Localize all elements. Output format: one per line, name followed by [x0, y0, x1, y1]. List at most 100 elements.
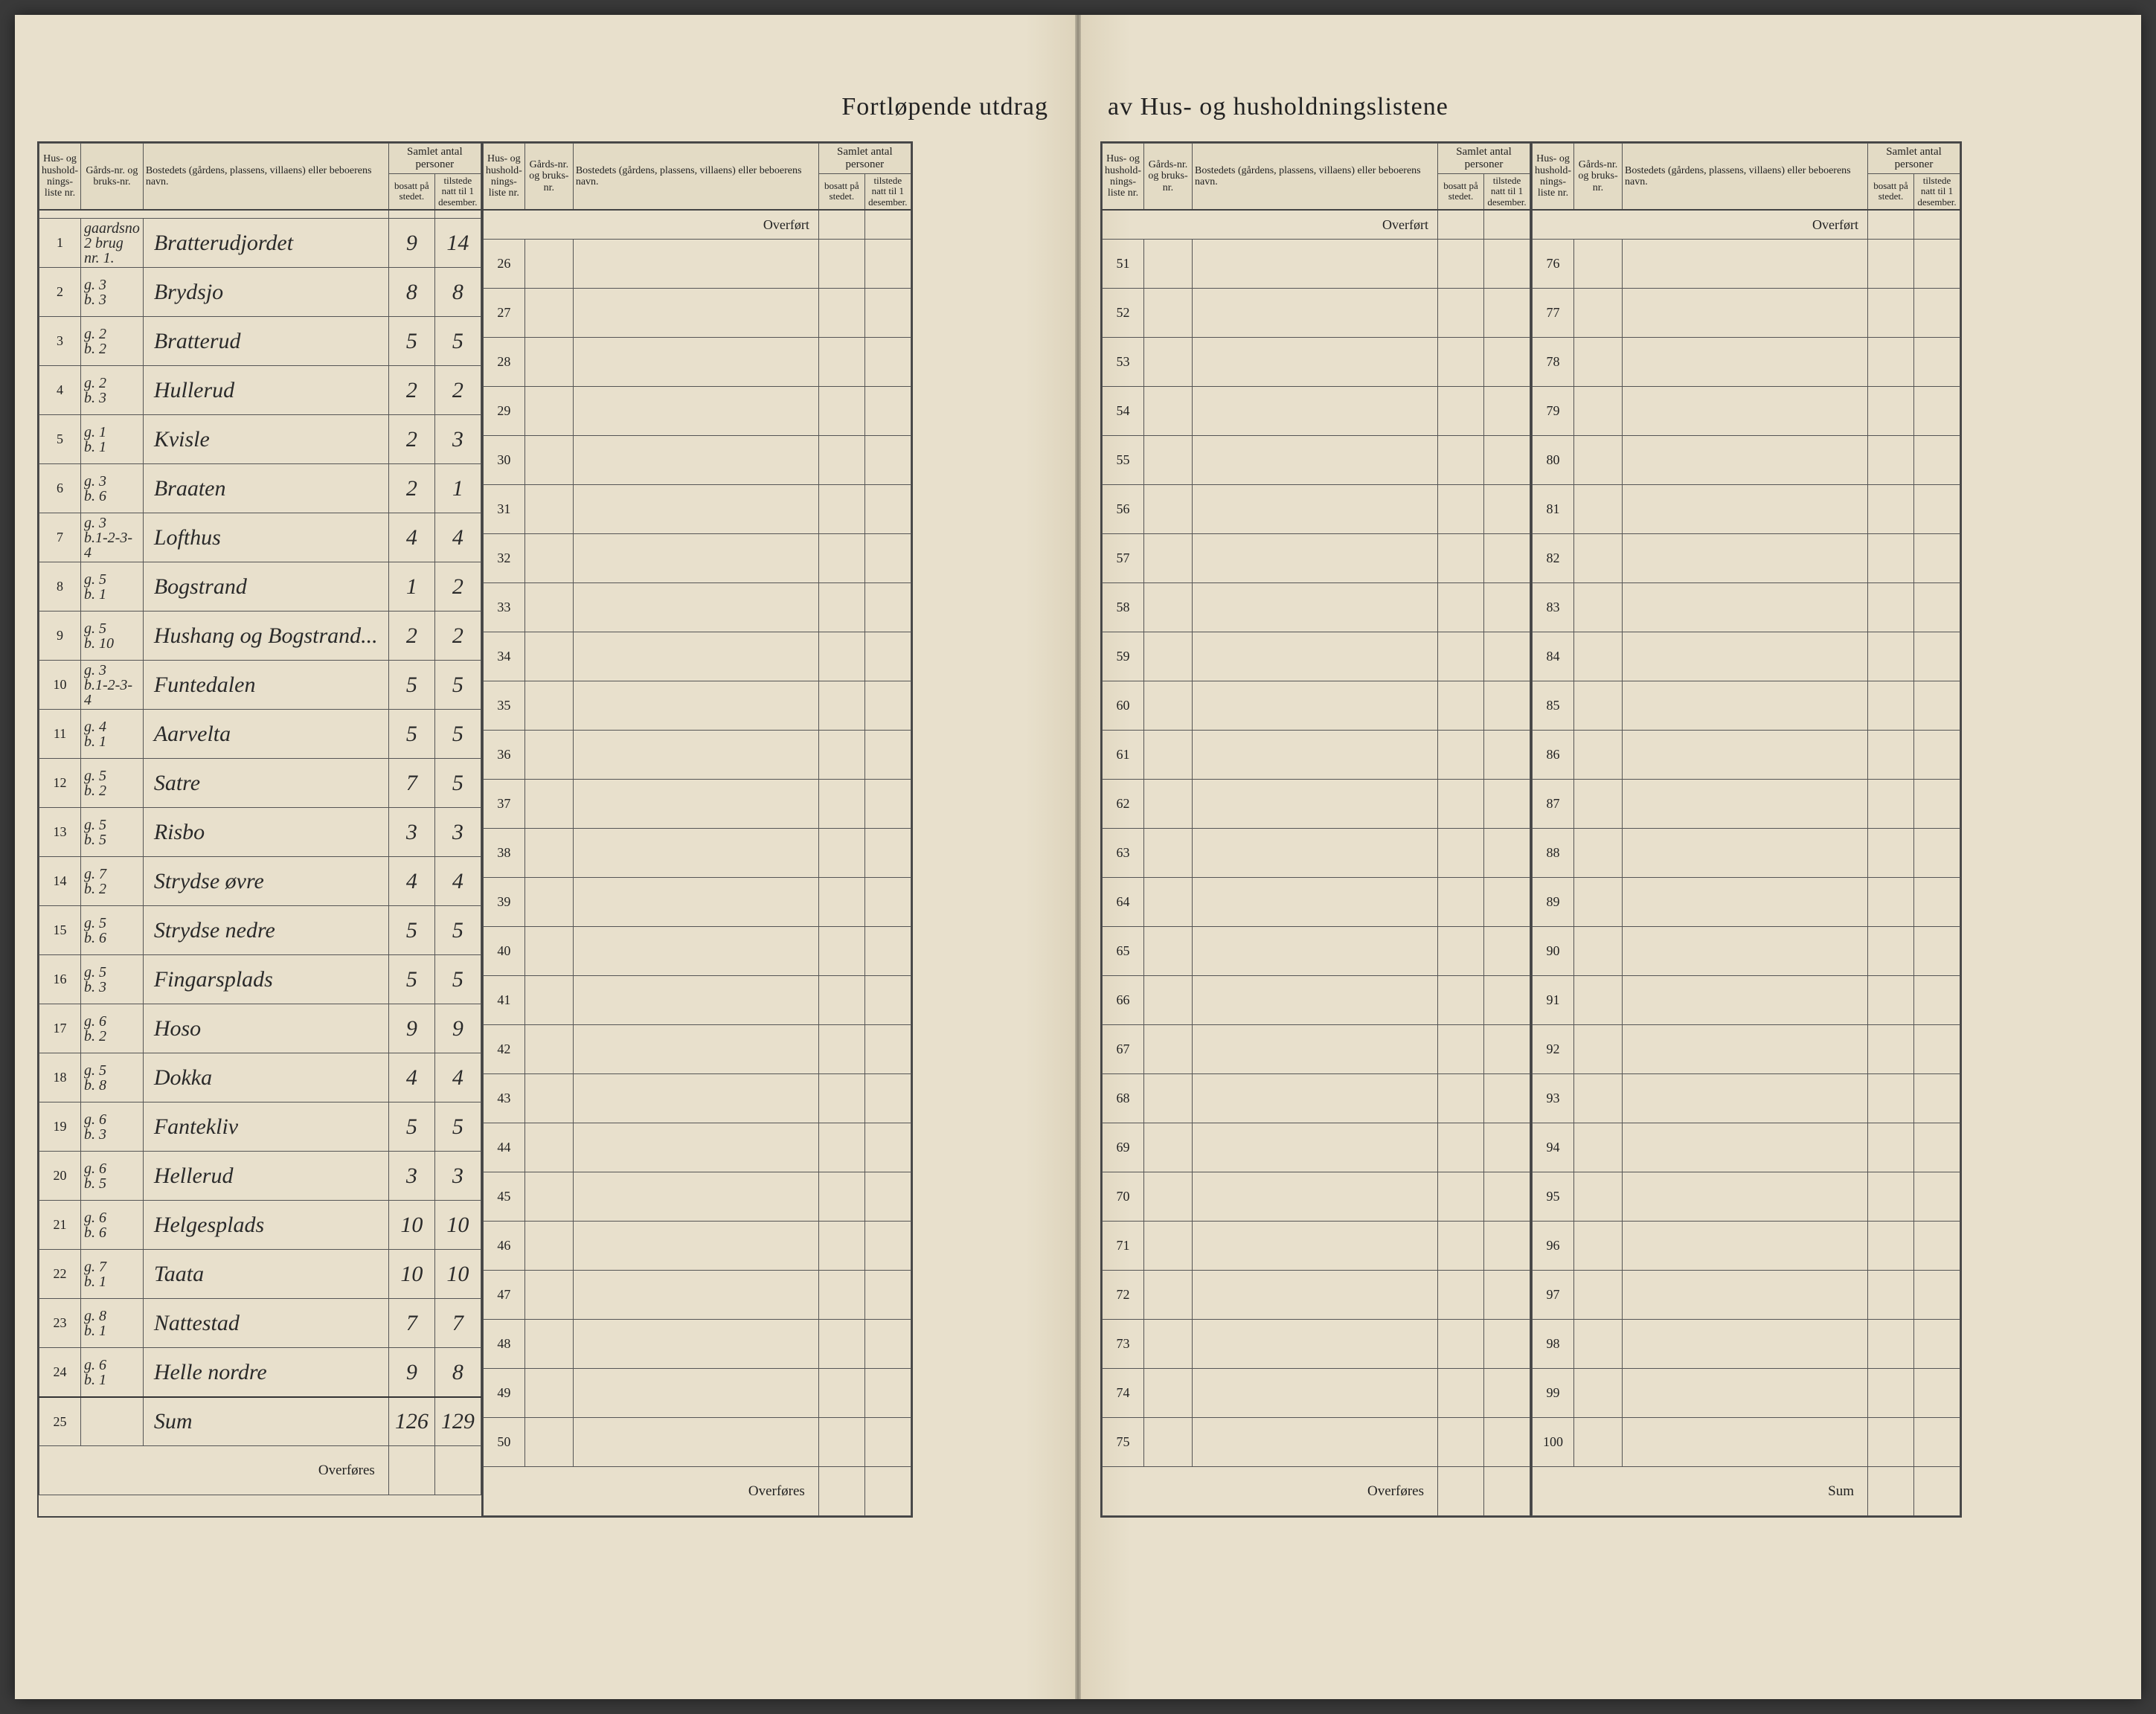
row-gard	[1144, 534, 1193, 583]
row-gard	[524, 1172, 573, 1222]
row-name	[1193, 1074, 1438, 1123]
row-nr: 50	[483, 1418, 524, 1467]
row-name	[1623, 387, 1868, 436]
col-hus-nr: Hus- og hushold-nings-liste nr.	[483, 144, 524, 210]
table-row: 99	[1533, 1369, 1960, 1418]
row-bosatt	[818, 976, 864, 1025]
col-gard-nr: Gårds-nr. og bruks-nr.	[1144, 144, 1193, 210]
row-bosatt	[1438, 1271, 1484, 1320]
row-name	[1623, 829, 1868, 878]
row-gard	[1574, 632, 1623, 681]
row-tilstede	[864, 632, 911, 681]
row-bosatt	[1868, 878, 1914, 927]
overfort-row	[39, 210, 481, 219]
table-row: 82	[1533, 534, 1960, 583]
row-bosatt	[818, 681, 864, 731]
row-gard	[1144, 681, 1193, 731]
row-tilstede	[1914, 583, 1960, 632]
row-name	[1623, 1369, 1868, 1418]
row-bosatt	[1438, 583, 1484, 632]
row-gard: g. 6b. 5	[81, 1152, 144, 1201]
row-bosatt: 2	[388, 366, 434, 415]
row-name	[1193, 1418, 1438, 1467]
row-tilstede	[1484, 632, 1530, 681]
row-bosatt	[1868, 240, 1914, 289]
row-nr: 22	[39, 1250, 81, 1299]
footer-bosatt	[388, 1446, 434, 1495]
row-nr: 25	[39, 1397, 81, 1446]
table-row: 76	[1533, 240, 1960, 289]
table-row: 73	[1103, 1320, 1530, 1369]
row-bosatt	[1438, 338, 1484, 387]
row-gard: g. 7b. 1	[81, 1250, 144, 1299]
table-row: 91	[1533, 976, 1960, 1025]
row-gard: g. 6b. 6	[81, 1201, 144, 1250]
row-nr: 77	[1533, 289, 1574, 338]
footer-tilstede	[1914, 1467, 1960, 1516]
row-bosatt	[1868, 1222, 1914, 1271]
row-bosatt	[1868, 780, 1914, 829]
row-gard	[1144, 1123, 1193, 1172]
row-bosatt	[1438, 731, 1484, 780]
row-tilstede	[1484, 681, 1530, 731]
col-bostedet: Bostedets (gårdens, plassens, villaens) …	[1623, 144, 1868, 210]
row-tilstede: 5	[434, 1102, 481, 1152]
row-bosatt: 9	[388, 1348, 434, 1397]
row-nr: 58	[1103, 583, 1144, 632]
table-row: 38	[483, 829, 911, 878]
row-name	[1623, 1123, 1868, 1172]
row-nr: 82	[1533, 534, 1574, 583]
row-tilstede	[1914, 927, 1960, 976]
row-name: Strydse øvre	[143, 857, 388, 906]
table-row: 83	[1533, 583, 1960, 632]
overfort-tilstede	[864, 210, 911, 240]
row-gard	[1574, 534, 1623, 583]
row-bosatt	[1438, 878, 1484, 927]
row-nr: 57	[1103, 534, 1144, 583]
row-tilstede	[1484, 927, 1530, 976]
row-name	[1623, 436, 1868, 485]
row-tilstede	[1484, 1074, 1530, 1123]
footer-bosatt	[1868, 1467, 1914, 1516]
row-gard	[524, 338, 573, 387]
row-tilstede	[1484, 1123, 1530, 1172]
col-bostedet: Bostedets (gårdens, plassens, villaens) …	[573, 144, 818, 210]
row-nr: 28	[483, 338, 524, 387]
row-bosatt: 2	[388, 415, 434, 464]
row-name	[1623, 583, 1868, 632]
row-gard	[524, 780, 573, 829]
row-nr: 39	[483, 878, 524, 927]
row-bosatt	[1438, 1320, 1484, 1369]
table-header: Hus- og hushold-nings-liste nr. Gårds-nr…	[483, 144, 911, 210]
row-nr: 72	[1103, 1271, 1144, 1320]
table-row: 36	[483, 731, 911, 780]
row-nr: 16	[39, 955, 81, 1004]
table-row: 66	[1103, 976, 1530, 1025]
row-tilstede: 4	[434, 857, 481, 906]
row-gard	[1144, 731, 1193, 780]
row-tilstede	[1484, 534, 1530, 583]
row-gard	[524, 878, 573, 927]
row-gard	[1144, 1025, 1193, 1074]
table-row: 81	[1533, 485, 1960, 534]
row-tilstede	[1914, 780, 1960, 829]
panel-4: Hus- og hushold-nings-liste nr. Gårds-nr…	[1532, 141, 1962, 1518]
row-bosatt	[818, 1025, 864, 1074]
row-bosatt	[1438, 387, 1484, 436]
row-tilstede	[1484, 1369, 1530, 1418]
row-name	[573, 1025, 818, 1074]
row-tilstede	[1484, 1222, 1530, 1271]
table-row: 20g. 6b. 5Hellerud33	[39, 1152, 481, 1201]
row-tilstede	[864, 731, 911, 780]
table-row: 8g. 5b. 1Bogstrand12	[39, 562, 481, 612]
row-tilstede	[864, 1172, 911, 1222]
row-bosatt: 3	[388, 808, 434, 857]
row-nr: 37	[483, 780, 524, 829]
table-row: 55	[1103, 436, 1530, 485]
row-tilstede	[1484, 878, 1530, 927]
row-gard: g. 1b. 1	[81, 415, 144, 464]
row-gard	[1574, 829, 1623, 878]
row-bosatt: 10	[388, 1250, 434, 1299]
row-nr: 9	[39, 612, 81, 661]
row-name: Risbo	[143, 808, 388, 857]
